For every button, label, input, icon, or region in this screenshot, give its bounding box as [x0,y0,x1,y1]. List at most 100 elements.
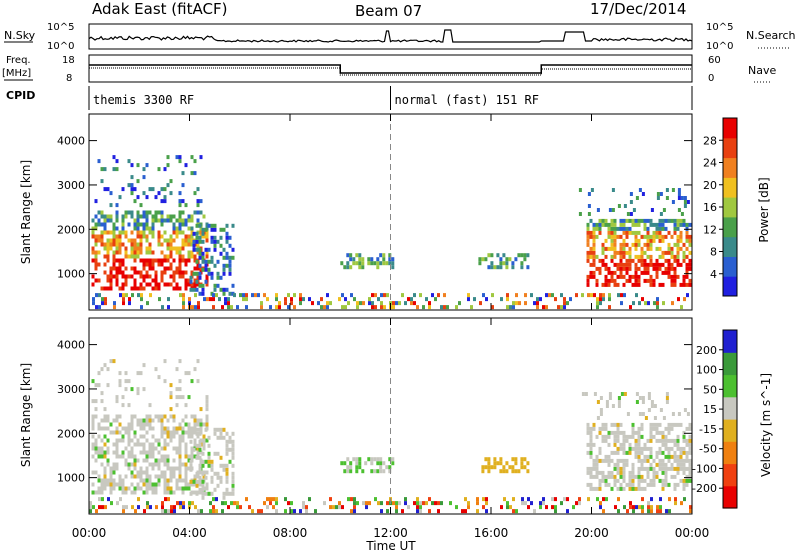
heatmap-cell [619,446,623,451]
heatmap-cell [502,261,506,266]
heatmap-cell [227,505,230,510]
heatmap-cell [224,501,227,506]
heatmap-cell [353,497,356,502]
heatmap-cell [332,505,335,510]
heatmap-cell [370,461,374,466]
heatmap-cell [655,450,659,455]
heatmap-cell [100,179,104,184]
heatmap-cell [688,450,692,455]
heatmap-cell [526,253,530,258]
heatmap-cell [166,246,170,251]
heatmap-cell [655,426,659,431]
heatmap-cell [204,247,208,252]
heatmap-cell [210,491,214,496]
heatmap-cell [91,470,95,475]
heatmap-cell [228,267,232,272]
heatmap-cell [124,486,128,491]
heatmap-cell [139,286,143,291]
heatmap-cell [664,234,668,239]
heatmap-cell [166,155,170,160]
heatmap-cell [179,293,182,298]
heatmap-cell [166,214,170,219]
heatmap-cell [338,297,341,302]
heatmap-cell [479,301,482,306]
heatmap-cell [586,254,590,259]
colorbar-swatch [723,157,737,178]
heatmap-cell [127,454,131,459]
heatmap-cell [637,258,641,263]
heatmap-cell [652,266,656,271]
heatmap-cell [113,305,116,310]
heatmap-cell [218,297,221,302]
heatmap-cell [649,274,653,279]
heatmap-cell [646,482,650,487]
colorbar-swatch [723,330,737,353]
heatmap-cell [649,278,653,283]
heatmap-cell [458,301,461,306]
heatmap-cell [212,305,215,310]
heatmap-cell [685,478,689,483]
freq-tick-top: 18 [62,55,75,66]
heatmap-cell [392,501,395,506]
heatmap-cell [104,301,107,306]
heatmap-cell [106,242,110,247]
y-tick-label: 2000 [57,223,85,236]
heatmap-cell [112,258,116,263]
heatmap-cell [103,214,107,219]
heatmap-cell [647,408,651,412]
heatmap-cell [184,242,188,247]
heatmap-cell [199,210,203,215]
heatmap-cell [115,246,119,251]
heatmap-cell [151,262,155,267]
heatmap-cell [190,218,194,223]
heatmap-cell [607,462,611,467]
heatmap-cell [361,469,365,474]
heatmap-cell [607,226,611,231]
heatmap-cell [103,478,107,483]
heatmap-cell [613,278,617,283]
heatmap-cell [688,442,692,447]
colorbar-swatch [723,441,737,465]
heatmap-cell [670,438,674,443]
heatmap-cell [640,262,644,267]
heatmap-cell [269,501,272,506]
heatmap-cell [634,266,638,271]
heatmap-cell [187,466,191,471]
heatmap-cell [121,262,125,267]
heatmap-cell [601,474,605,479]
heatmap-cell [610,246,614,251]
colorbar-tick-label: 16 [703,201,717,214]
heatmap-cell [121,282,125,287]
heatmap-cell [622,466,626,471]
heatmap-cell [308,497,311,502]
heatmap-cell [187,458,191,463]
heatmap-cell [590,188,594,192]
heatmap-cell [184,450,188,455]
heatmap-cell [629,505,632,510]
heatmap-cell [142,266,146,271]
heatmap-cell [385,465,389,470]
heatmap-cell [293,509,296,514]
heatmap-cell [100,210,104,215]
heatmap-cell [163,454,167,459]
heatmap-cell [527,505,530,510]
heatmap-cell [610,278,614,283]
heatmap-cell [655,462,659,467]
heatmap-cell [163,266,167,271]
heatmap-cell [225,491,229,496]
heatmap-cell [631,230,635,235]
heatmap-cell [595,282,599,287]
colorbar-tick-label: 200 [696,344,717,357]
heatmap-cell [222,291,226,296]
heatmap-cell [643,218,647,223]
heatmap-cell [118,230,122,235]
heatmap-cell [178,395,182,400]
heatmap-cell [661,462,665,467]
heatmap-cell [127,238,131,243]
heatmap-cell [688,422,692,427]
heatmap-cell [95,293,98,298]
heatmap-cell [599,293,602,298]
heatmap-cell [201,491,205,496]
heatmap-cell [225,447,229,452]
heatmap-cell [487,457,491,462]
